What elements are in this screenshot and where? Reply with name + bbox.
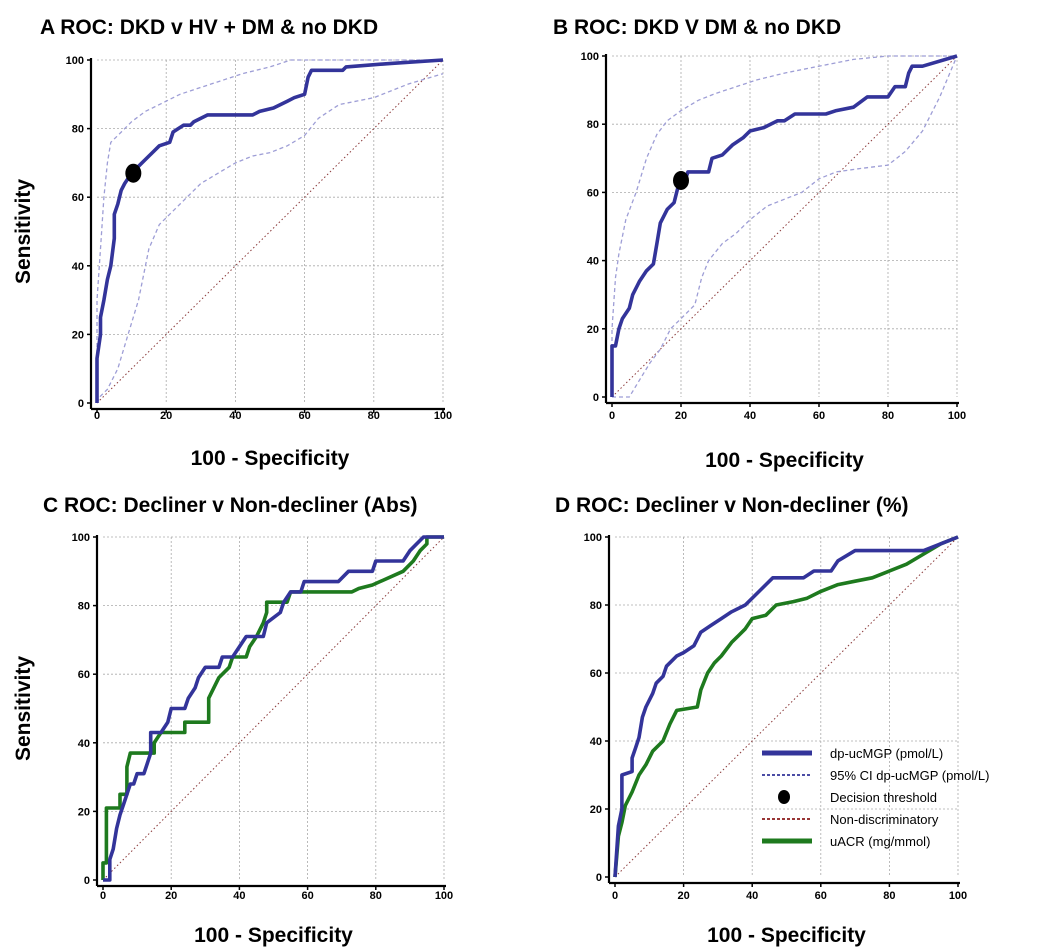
x-tick-label: 60 <box>301 890 313 902</box>
y-tick-label: 0 <box>78 398 84 410</box>
y-tick-label: 40 <box>590 736 602 748</box>
y-tick-label: 80 <box>72 124 84 136</box>
x-tick-label: 80 <box>370 890 382 902</box>
panel-A: A ROC: DKD v HV + DM & no DKD 0 20 40 60 80 10… <box>12 16 452 470</box>
y-tick-label: 80 <box>78 601 90 613</box>
x-tick-label: 0 <box>612 890 618 902</box>
y-tick-label: 100 <box>66 55 84 67</box>
legend-label: dp-ucMGP (pmol/L) <box>830 746 943 761</box>
series-diagonal <box>96 59 444 404</box>
series-ci-lower <box>612 55 958 398</box>
x-tick-label: 100 <box>434 410 452 422</box>
y-tick-label: 100 <box>584 532 602 544</box>
x-tick-label: 40 <box>233 890 245 902</box>
y-tick-label: 80 <box>590 600 602 612</box>
y-axis-label: Sensitivity <box>12 179 35 284</box>
x-tick-label: 60 <box>813 410 825 422</box>
y-tick-label: 40 <box>78 738 90 750</box>
x-tick-label: 80 <box>368 410 380 422</box>
series-roc <box>103 535 444 882</box>
series-ci-upper <box>96 59 443 403</box>
y-tick-label: 60 <box>590 668 602 680</box>
x-tick-label: 60 <box>298 410 310 422</box>
panel-title: B ROC: DKD V DM & no DKD <box>553 16 841 39</box>
decision-threshold-point <box>673 170 689 190</box>
series-roc <box>613 535 959 878</box>
y-axis-label: Sensitivity <box>12 656 35 761</box>
x-tick-label: 20 <box>160 410 172 422</box>
y-tick-label: 0 <box>593 392 599 404</box>
y-tick-label: 40 <box>72 261 84 273</box>
x-tick-label: 20 <box>165 890 177 902</box>
y-tick-label: 20 <box>587 324 599 336</box>
legend-label: Non-discriminatory <box>830 812 939 827</box>
panel-title: D ROC: Decliner v Non-decliner (%) <box>555 494 909 517</box>
y-tick-label: 100 <box>72 532 90 544</box>
y-tick-label: 80 <box>587 119 599 131</box>
x-axis-label: 100 - Specificity <box>707 924 866 947</box>
legend-label: 95% CI dp-ucMGP (pmol/L) <box>830 768 989 783</box>
x-tick-label: 80 <box>882 410 894 422</box>
panel-D: D ROC: Decliner v Non-decliner (%) 0 20 40 6… <box>555 494 989 947</box>
legend-label: Decision threshold <box>830 790 937 805</box>
y-tick-label: 60 <box>72 192 84 204</box>
x-tick-label: 100 <box>949 890 967 902</box>
panel-title: A ROC: DKD v HV + DM & no DKD <box>40 16 378 39</box>
x-tick-label: 20 <box>677 890 689 902</box>
x-tick-label: 100 <box>435 890 453 902</box>
x-tick-label: 40 <box>746 890 758 902</box>
y-tick-label: 0 <box>84 875 90 887</box>
y-tick-label: 100 <box>581 51 599 63</box>
x-tick-label: 20 <box>675 410 687 422</box>
decision-threshold-point <box>125 163 142 183</box>
x-tick-label: 0 <box>609 410 615 422</box>
series-diagonal <box>614 536 959 878</box>
x-tick-label: 80 <box>883 890 895 902</box>
series-ci-lower <box>96 73 444 404</box>
y-tick-label: 40 <box>587 256 599 268</box>
y-tick-label: 60 <box>78 669 90 681</box>
x-tick-label: 40 <box>229 410 241 422</box>
legend-swatch-dot <box>778 790 790 804</box>
series-diagonal <box>611 55 958 398</box>
x-tick-label: 0 <box>94 410 100 422</box>
y-tick-label: 20 <box>590 804 602 816</box>
legend: dp-ucMGP (pmol/L) 95% CI dp-ucMGP (pmol/L… <box>762 746 989 849</box>
y-tick-label: 20 <box>72 329 84 341</box>
panel-C: C ROC: Decliner v Non-decliner (Abs) 0 20 4… <box>12 494 453 947</box>
panel-B: B ROC: DKD V DM & no DKD 0 20 40 60 80 100 0 20 4… <box>553 16 966 472</box>
x-axis-label: 100 - Specificity <box>194 924 353 947</box>
series-ci-upper <box>611 55 957 397</box>
series-roc <box>95 58 444 403</box>
series-uacr <box>613 535 959 878</box>
x-tick-label: 60 <box>815 890 827 902</box>
x-tick-label: 40 <box>744 410 756 422</box>
x-axis-label: 100 - Specificity <box>191 447 350 470</box>
x-tick-label: 100 <box>948 410 966 422</box>
series-diagonal <box>102 536 445 881</box>
y-tick-label: 60 <box>587 187 599 199</box>
x-axis-label: 100 - Specificity <box>705 449 864 472</box>
y-tick-label: 0 <box>596 872 602 884</box>
y-tick-label: 20 <box>78 806 90 818</box>
series-roc <box>610 54 958 397</box>
legend-label: uACR (mg/mmol) <box>830 834 930 849</box>
panel-title: C ROC: Decliner v Non-decliner (Abs) <box>43 494 418 517</box>
x-tick-label: 0 <box>100 890 106 902</box>
